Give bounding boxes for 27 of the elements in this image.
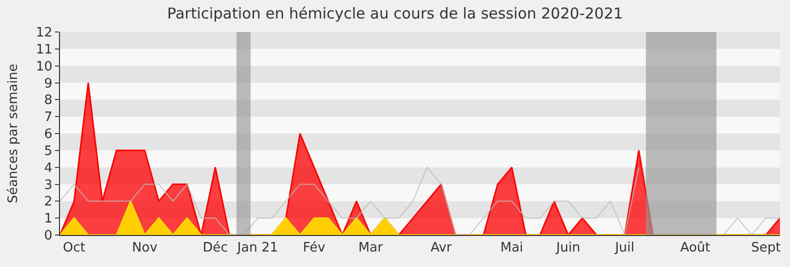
y-tick-label: 1	[44, 212, 52, 227]
y-tick-label: 4	[44, 160, 52, 176]
y-tick-label: 5	[44, 144, 52, 159]
x-tick-label: Juil	[614, 240, 634, 256]
y-tick-label: 12	[36, 26, 52, 41]
chart-title: Participation en hémicycle au cours de la session 2020-2021	[167, 4, 623, 23]
x-tick-label: Juin	[555, 240, 580, 256]
y-tick-label: 8	[44, 93, 52, 108]
y-tick-label: 11	[36, 42, 52, 58]
y-axis-title: Séances par semaine	[6, 64, 21, 204]
x-tick-label: Avr	[430, 240, 452, 256]
y-tick-label: 6	[44, 127, 52, 142]
y-tick-label: 2	[44, 194, 52, 210]
x-tick-label: Oct	[62, 240, 86, 256]
x-tick-label: Nov	[132, 240, 158, 256]
y-tick-label: 3	[44, 178, 52, 193]
x-tick-label: Fév	[302, 240, 326, 256]
x-tick-label: Déc	[202, 240, 228, 256]
y-tick-label: 0	[44, 228, 52, 244]
x-tick-label: Jan 21	[236, 240, 278, 256]
x-tick-label: Août	[680, 240, 710, 256]
x-tick-label: Mai	[500, 240, 524, 256]
x-tick-label: Mar	[358, 240, 384, 256]
y-tick-label: 7	[44, 110, 52, 126]
y-tick-label: 9	[44, 76, 52, 92]
y-tick-label: 10	[36, 59, 52, 74]
x-tick-label: Sept	[751, 240, 781, 256]
